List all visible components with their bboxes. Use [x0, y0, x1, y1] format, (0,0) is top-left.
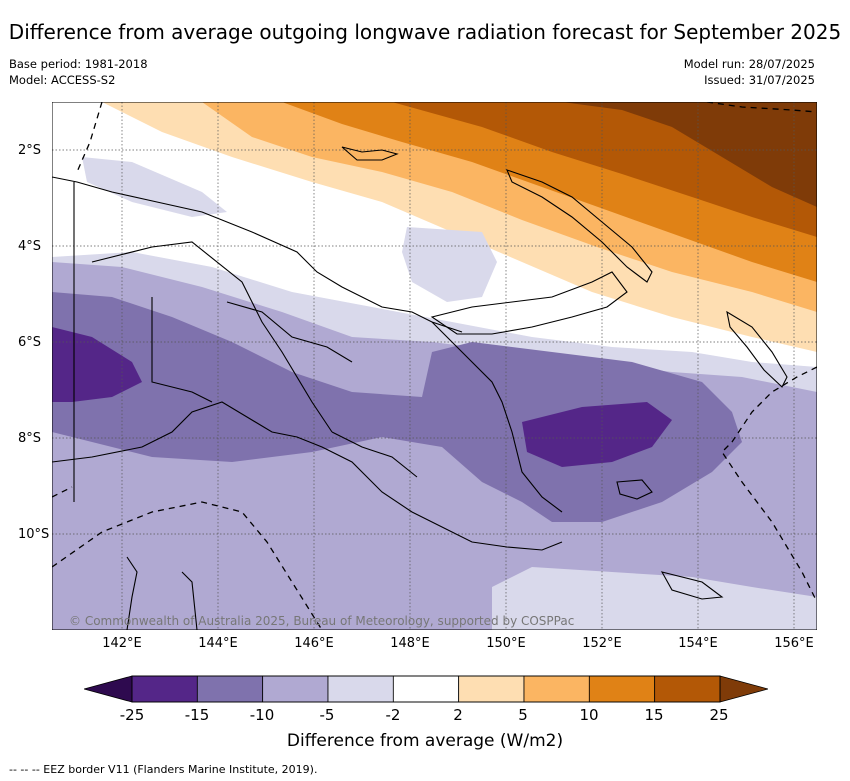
band-m2-m5-blob2: [82, 157, 227, 217]
x-tick-142: 142°E: [102, 636, 142, 651]
colorbar-title: Difference from average (W/m2): [286, 731, 564, 751]
colorbar-segment: [196, 675, 264, 703]
model-run: Model run: 28/07/2025: [683, 57, 815, 71]
colorbar-segment: [327, 675, 394, 703]
y-tick-10s: 10°S: [18, 527, 50, 542]
copyright-notice: © Commonwealth of Australia 2025, Bureau…: [69, 614, 575, 628]
meta-left: Base period: 1981-2018 Model: ACCESS-S2: [9, 56, 148, 88]
band-m15-m25-east: [522, 402, 672, 467]
map-title: Difference from average outgoing longwav…: [8, 20, 842, 44]
x-tick-148: 148°E: [390, 636, 430, 651]
cb-label-p25: 25: [709, 706, 729, 724]
x-tick-154: 154°E: [678, 636, 718, 651]
grid-lines: [52, 102, 817, 630]
colorbar-segments: [131, 675, 721, 703]
x-tick-152: 152°E: [582, 636, 622, 651]
issued-date: Issued: 31/07/2025: [704, 73, 815, 87]
colorbar-segment: [262, 675, 329, 703]
colorbar-segment: [458, 675, 525, 703]
cb-label-m10: -10: [249, 706, 275, 724]
y-tick-6s: 6°S: [18, 335, 42, 350]
cb-label-p5: 5: [518, 706, 528, 724]
colorbar-segment: [392, 675, 460, 703]
cb-label-p15: 15: [644, 706, 664, 724]
y-tick-4s: 4°S: [18, 239, 42, 254]
colorbar: [84, 675, 768, 703]
model-name: Model: ACCESS-S2: [9, 73, 116, 87]
x-tick-146: 146°E: [294, 636, 334, 651]
coastlines: [52, 146, 788, 630]
colorbar-segment: [523, 675, 590, 703]
x-tick-144: 144°E: [198, 636, 238, 651]
x-tick-150: 150°E: [486, 636, 526, 651]
y-tick-8s: 8°S: [18, 431, 42, 446]
cb-label-p10: 10: [579, 706, 599, 724]
colorbar-segment: [588, 675, 656, 703]
x-tick-156: 156°E: [774, 636, 814, 651]
y-tick-2s: 2°S: [18, 143, 42, 158]
meta-right: Model run: 28/07/2025 Issued: 31/07/2025: [684, 56, 815, 88]
colorbar-segment: [654, 675, 721, 703]
colorbar-over-arrow: [719, 675, 768, 703]
band-gt25: [562, 102, 817, 207]
cb-label-m25: -25: [119, 706, 145, 724]
base-period: Base period: 1981-2018: [9, 57, 148, 71]
olr-anomaly-map: [52, 102, 817, 630]
cb-label-m15: -15: [184, 706, 210, 724]
eez-borders: [52, 102, 817, 630]
cb-label-m5: -5: [319, 706, 335, 724]
eez-footnote: -- -- -- EEZ border V11 (Flanders Marine…: [9, 763, 318, 776]
cb-label-m2: -2: [385, 706, 401, 724]
cb-label-p2: 2: [453, 706, 463, 724]
colorbar-segment: [131, 675, 198, 703]
colorbar-under-arrow: [84, 675, 133, 703]
